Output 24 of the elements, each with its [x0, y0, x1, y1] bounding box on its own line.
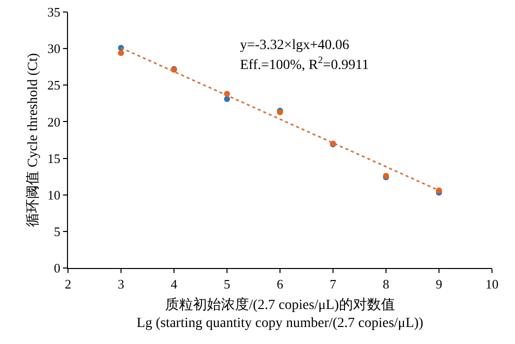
point [224, 96, 230, 102]
x-tick-label: 3 [118, 276, 124, 292]
y-tick-label: 5 [54, 224, 60, 239]
x-tick-label: 10 [486, 276, 498, 292]
x-tick-label: 7 [330, 276, 337, 292]
point [118, 50, 124, 56]
x-tick-label: 6 [276, 276, 284, 292]
x-tick-label: 2 [64, 276, 72, 292]
x-tick-label: 5 [224, 276, 230, 292]
x-tick-label: 9 [436, 276, 442, 292]
y-tick-label: 10 [47, 187, 60, 202]
y-tick-label: 0 [54, 260, 60, 276]
x-axis-title: 质粒初始浓度/(2.7 copies/μL)的对数值 Lg (starting quantity copy number/(2.7 copies/μL)) [136, 296, 424, 332]
annotation: Eff.=100%, R$^{2}$=0.9911 [240, 55, 369, 73]
y-tick-label: 20 [47, 114, 60, 130]
y-tick-label: 25 [47, 78, 60, 93]
y-tick-label: 30 [47, 41, 60, 56]
y-axis-title: 循环阈值 Cycle threshold (Ct) [25, 52, 41, 227]
point [436, 187, 442, 194]
x-tick-label: 8 [382, 276, 390, 292]
x-tick-label: 4 [170, 276, 178, 292]
y-tick-label: 15 [47, 150, 60, 166]
annotation: y=-3.32×lgx+40.06 [240, 38, 350, 53]
y-tick-label: 35 [47, 4, 60, 20]
